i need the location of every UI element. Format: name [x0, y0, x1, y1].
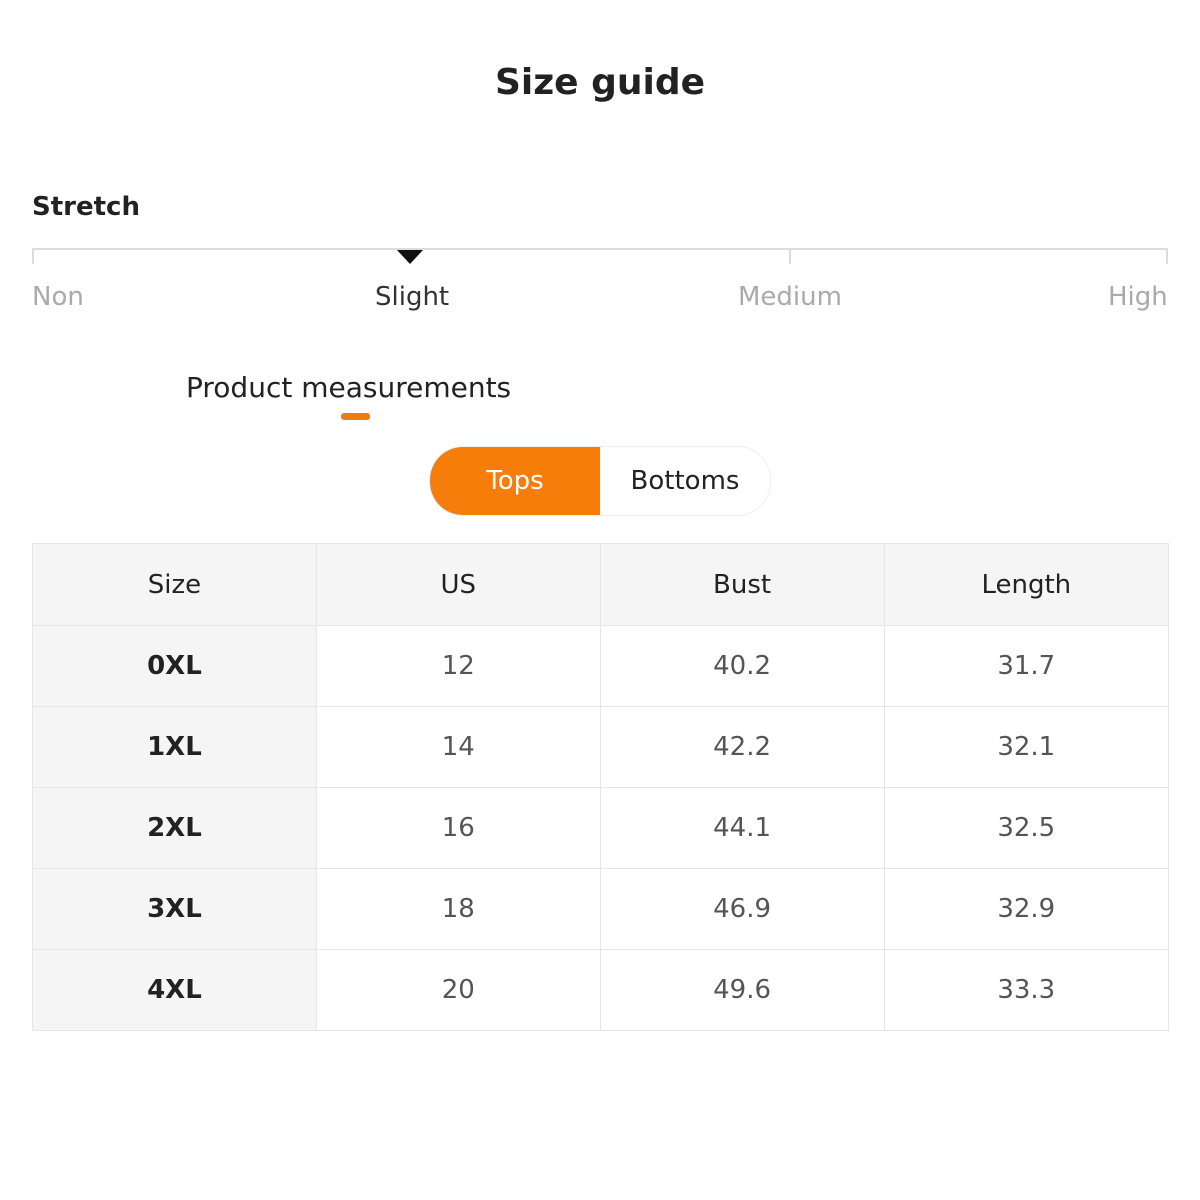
stretch-label: Stretch [32, 192, 140, 222]
stretch-level-medium: Medium [738, 282, 842, 312]
cell-bust: 44.1 [599, 787, 885, 869]
active-tab-indicator [341, 413, 370, 420]
tab-product-measurements[interactable]: Product measurements [186, 371, 512, 404]
stretch-level-non: Non [32, 282, 84, 312]
stretch-level-high: High [1108, 282, 1168, 312]
cell-size: 1XL [32, 706, 317, 788]
header-bust: Bust [599, 543, 885, 626]
header-size: Size [32, 543, 317, 626]
cell-bust: 49.6 [599, 949, 885, 1031]
header-length: Length [883, 543, 1170, 626]
cell-length: 33.3 [883, 949, 1170, 1031]
cell-us: 20 [315, 949, 601, 1031]
stretch-tick [32, 248, 34, 264]
cell-length: 32.5 [883, 787, 1170, 869]
table-row: 0XL 12 40.2 31.7 [32, 625, 1170, 707]
stretch-track [32, 248, 1168, 250]
table-header-row: Size US Bust Length [32, 543, 1170, 626]
cell-us: 12 [315, 625, 601, 707]
size-table: Size US Bust Length 0XL 12 40.2 31.7 1XL 14 42… [32, 543, 1170, 1031]
cell-size: 2XL [32, 787, 317, 869]
cell-size: 3XL [32, 868, 317, 950]
cell-us: 14 [315, 706, 601, 788]
stretch-marker-icon [397, 250, 423, 264]
cell-us: 18 [315, 868, 601, 950]
cell-size: 4XL [32, 949, 317, 1031]
bottoms-button[interactable]: Bottoms [600, 447, 770, 515]
cell-length: 31.7 [883, 625, 1170, 707]
cell-length: 32.9 [883, 868, 1170, 950]
cell-bust: 42.2 [599, 706, 885, 788]
stretch-tick [1166, 248, 1168, 264]
cell-size: 0XL [32, 625, 317, 707]
page-title: Size guide [494, 62, 706, 103]
category-toggle: Tops Bottoms [429, 446, 771, 516]
cell-length: 32.1 [883, 706, 1170, 788]
tops-button[interactable]: Tops [430, 447, 600, 515]
table-row: 4XL 20 49.6 33.3 [32, 949, 1170, 1031]
table-row: 2XL 16 44.1 32.5 [32, 787, 1170, 869]
stretch-tick [789, 248, 791, 264]
header-us: US [315, 543, 601, 626]
table-row: 1XL 14 42.2 32.1 [32, 706, 1170, 788]
cell-us: 16 [315, 787, 601, 869]
stretch-level-slight: Slight [375, 282, 450, 312]
cell-bust: 40.2 [599, 625, 885, 707]
cell-bust: 46.9 [599, 868, 885, 950]
table-row: 3XL 18 46.9 32.9 [32, 868, 1170, 950]
